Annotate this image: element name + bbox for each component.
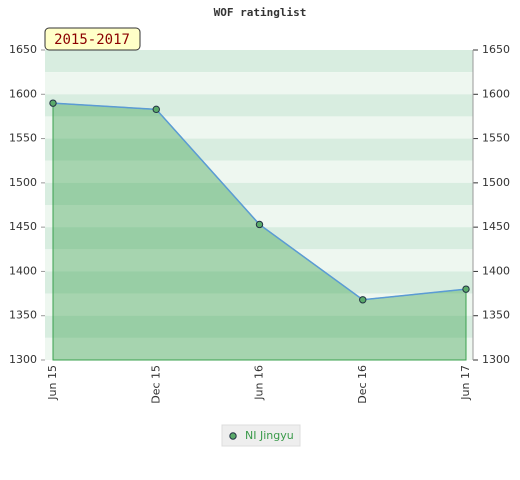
band	[45, 50, 473, 73]
y-tick-label: 1350	[9, 309, 37, 322]
badge-box	[44, 27, 141, 51]
y2-tick-label: 1400	[482, 264, 510, 277]
band	[45, 337, 473, 360]
y-tick-label: 1400	[9, 264, 37, 277]
y2-tick-label: 1350	[482, 309, 510, 322]
x-tick-label: Jun 17	[459, 365, 472, 401]
band	[45, 94, 473, 117]
band	[45, 227, 473, 250]
y-tick-label: 1550	[9, 132, 37, 145]
point	[462, 285, 470, 293]
chart-title: WOF ratinglist	[214, 6, 307, 19]
background	[45, 50, 473, 360]
legend-box	[221, 424, 301, 447]
band	[45, 249, 473, 272]
y2-tick-label: 1650	[482, 43, 510, 56]
y-tick-label: 1300	[9, 353, 37, 366]
point	[359, 296, 367, 304]
legend-marker	[229, 432, 237, 440]
band	[45, 72, 473, 95]
y2-tick-label: 1300	[482, 353, 510, 366]
point	[49, 99, 57, 107]
band	[45, 182, 473, 205]
point	[255, 220, 264, 229]
x-tick-label: Jun 16	[253, 365, 266, 401]
band	[45, 116, 473, 139]
point	[152, 105, 160, 114]
y2-tick-label: 1450	[482, 220, 510, 233]
band	[45, 271, 473, 294]
badge: 2015-2017	[54, 32, 130, 48]
band	[45, 138, 473, 161]
band	[45, 315, 473, 338]
band	[45, 205, 473, 228]
y-tick-label: 1500	[9, 176, 37, 189]
x-tick-label: Dec 16	[356, 365, 369, 404]
y-tick-label: 1600	[9, 87, 37, 100]
y2-tick-label: 1500	[482, 176, 510, 189]
x-tick-label: Dec 15	[149, 365, 162, 404]
y-tick-label: 1450	[9, 220, 37, 233]
y2-tick-label: 1550	[482, 132, 510, 145]
band	[45, 160, 473, 183]
y-tick-label: 1650	[9, 43, 37, 56]
plot	[49, 99, 470, 361]
y2-tick-label: 1600	[482, 87, 510, 100]
legend-label: NI Jingyu	[245, 429, 294, 442]
x-tick-label: Jun 15	[46, 365, 59, 401]
